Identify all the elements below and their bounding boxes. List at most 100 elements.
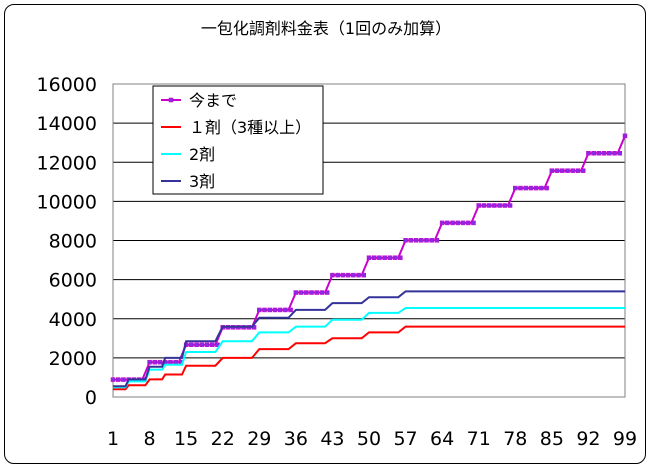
legend-item: 3剤	[161, 172, 215, 191]
data-point	[152, 359, 158, 365]
legend-label: １剤（3種以上）	[189, 118, 311, 137]
data-point	[340, 272, 346, 278]
data-point	[455, 220, 461, 226]
data-point	[324, 290, 330, 295]
data-point	[518, 185, 523, 191]
data-point	[335, 272, 340, 278]
data-point	[596, 151, 602, 156]
data-point	[523, 185, 528, 191]
data-point	[147, 359, 152, 365]
data-point	[309, 290, 314, 295]
x-tick-label: 50	[357, 428, 381, 450]
data-point	[272, 307, 278, 313]
data-point	[366, 255, 372, 260]
data-point	[622, 133, 628, 139]
data-point	[513, 185, 518, 191]
data-point	[439, 220, 445, 226]
data-point	[612, 151, 617, 156]
chart-title: 一包化調剤料金表（1回のみ加算）	[201, 19, 451, 38]
data-point	[565, 168, 570, 173]
data-point	[293, 290, 299, 295]
data-point	[189, 342, 194, 348]
x-tick-label: 1	[107, 428, 119, 450]
data-point	[351, 272, 356, 278]
y-tick-label: 2000	[49, 348, 97, 370]
series-line	[113, 307, 625, 389]
data-point	[115, 377, 121, 382]
x-tick-label: 99	[613, 428, 637, 450]
data-point	[466, 220, 471, 226]
data-point	[408, 238, 414, 243]
legend: 今まで １剤（3種以上） 2剤 3剤	[152, 85, 324, 195]
data-point	[502, 203, 508, 208]
data-point	[319, 290, 325, 295]
data-point	[601, 151, 607, 156]
data-point	[361, 272, 367, 278]
y-axis-ticks: 0 2000 4000 6000 8000 10000 12000 14000 16000	[37, 74, 97, 409]
data-point	[110, 377, 116, 382]
data-point	[544, 185, 549, 191]
data-point	[434, 238, 440, 243]
data-point	[387, 255, 393, 260]
data-point	[398, 255, 403, 260]
x-tick-label: 57	[393, 428, 417, 450]
y-tick-label: 14000	[37, 113, 97, 135]
y-tick-label: 0	[85, 387, 97, 409]
data-point	[314, 290, 320, 295]
data-point	[575, 168, 581, 173]
data-point	[413, 238, 419, 243]
data-point	[262, 307, 267, 313]
data-point	[471, 220, 476, 226]
data-point	[497, 203, 502, 208]
data-point	[288, 307, 293, 313]
y-tick-label: 12000	[37, 152, 97, 174]
legend-item: １剤（3種以上）	[161, 118, 311, 137]
series-line	[113, 325, 625, 391]
x-tick-label: 29	[247, 428, 271, 450]
y-tick-label: 6000	[49, 270, 97, 292]
data-point	[330, 272, 335, 278]
series-line	[113, 290, 625, 388]
data-point	[204, 342, 210, 348]
legend-item: 2剤	[161, 145, 215, 164]
y-tick-label: 8000	[49, 231, 97, 253]
x-tick-label: 92	[576, 428, 600, 450]
x-tick-label: 22	[211, 428, 235, 450]
x-tick-label: 15	[174, 428, 198, 450]
data-point	[157, 359, 163, 365]
x-tick-label: 8	[144, 428, 156, 450]
data-point	[560, 168, 565, 173]
x-tick-label: 78	[503, 428, 527, 450]
data-point	[168, 359, 173, 365]
data-point	[554, 168, 560, 173]
plot-area	[112, 83, 626, 398]
data-point	[492, 203, 497, 208]
data-point	[429, 238, 434, 243]
series-3	[113, 307, 625, 389]
y-tick-label: 4000	[49, 309, 97, 331]
data-point	[539, 185, 544, 191]
data-point	[382, 255, 387, 260]
data-point	[173, 359, 178, 365]
data-point	[476, 203, 481, 208]
x-tick-label: 71	[467, 428, 491, 450]
data-point	[283, 307, 288, 313]
data-point	[298, 290, 304, 295]
x-axis-ticks: 1 8 15 22 29 36 43 50 57 64 71 78 85 92 99	[107, 428, 637, 450]
data-point	[528, 185, 534, 191]
data-point	[450, 220, 455, 226]
series-1	[110, 133, 628, 382]
legend-label: 3剤	[189, 172, 215, 191]
data-point	[586, 151, 591, 156]
data-point	[486, 203, 492, 208]
data-point	[392, 255, 398, 260]
data-point	[617, 151, 623, 156]
y-tick-label: 16000	[37, 74, 97, 96]
data-point	[304, 290, 309, 295]
data-point	[460, 220, 466, 226]
data-point	[570, 168, 576, 173]
data-point	[607, 151, 612, 156]
data-point	[445, 220, 450, 226]
data-point	[210, 342, 215, 348]
data-point	[507, 203, 513, 208]
